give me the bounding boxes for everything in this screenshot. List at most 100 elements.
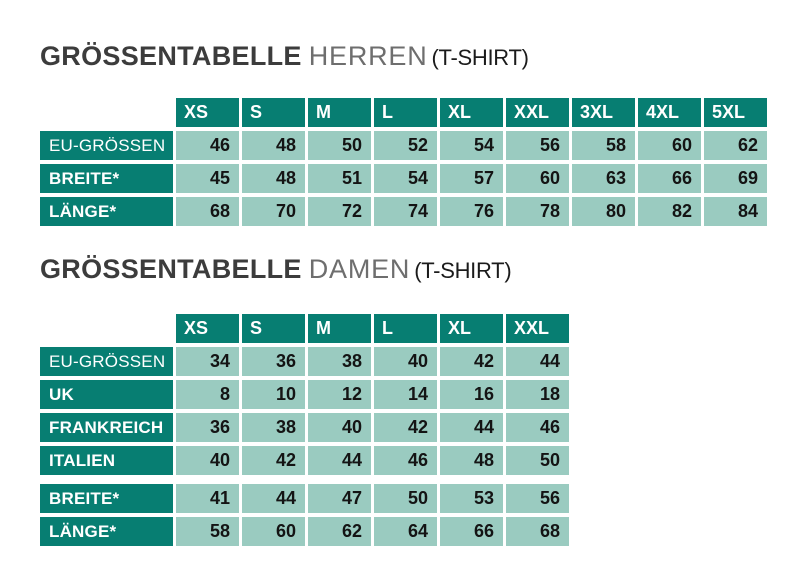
- size-header-row: XS S M L XL XXL 3XL 4XL 5XL: [40, 98, 767, 127]
- value-cell: 44: [506, 347, 569, 376]
- value-cell: 16: [440, 380, 503, 409]
- value-cell: 72: [308, 197, 371, 226]
- column-header-cell: XXL: [506, 314, 569, 343]
- value-cell: 38: [308, 347, 371, 376]
- value-cell: 84: [704, 197, 767, 226]
- value-cell: 76: [440, 197, 503, 226]
- column-header-cell: XS: [176, 314, 239, 343]
- table-row: LÄNGE* 68 70 72 74 76 78 80 82 84: [40, 197, 767, 226]
- herren-title: GRÖSSENTABELLE HERREN (T-SHIRT): [40, 41, 529, 72]
- value-cell: 14: [374, 380, 437, 409]
- table-row: ITALIEN 40 42 44 46 48 50: [40, 446, 569, 475]
- value-cell: 48: [242, 164, 305, 193]
- value-cell: 40: [176, 446, 239, 475]
- value-cell: 41: [176, 484, 239, 513]
- value-cell: 64: [374, 517, 437, 546]
- title-product-text: (T-SHIRT): [414, 258, 512, 283]
- column-header-cell: 3XL: [572, 98, 635, 127]
- herren-size-table: XS S M L XL XXL 3XL 4XL 5XL EU-GRÖSSEN 46 48 50 52 54 5…: [40, 98, 767, 226]
- title-main-text: GRÖSSENTABELLE: [40, 41, 302, 71]
- value-cell: 57: [440, 164, 503, 193]
- value-cell: 38: [242, 413, 305, 442]
- title-main-text: GRÖSSENTABELLE: [40, 254, 302, 284]
- column-header-cell: 5XL: [704, 98, 767, 127]
- column-header-cell: XL: [440, 98, 503, 127]
- value-cell: 44: [308, 446, 371, 475]
- title-audience-text: DAMEN: [308, 254, 411, 284]
- value-cell: 66: [440, 517, 503, 546]
- value-cell: 58: [176, 517, 239, 546]
- table-row: UK 8 10 12 14 16 18: [40, 380, 569, 409]
- value-cell: 36: [242, 347, 305, 376]
- value-cell: 80: [572, 197, 635, 226]
- value-cell: 45: [176, 164, 239, 193]
- column-header-cell: XL: [440, 314, 503, 343]
- row-label-cell: EU-GRÖSSEN: [40, 347, 173, 376]
- value-cell: 62: [704, 131, 767, 160]
- value-cell: 50: [374, 484, 437, 513]
- value-cell: 68: [176, 197, 239, 226]
- value-cell: 36: [176, 413, 239, 442]
- column-header-cell: L: [374, 98, 437, 127]
- value-cell: 52: [374, 131, 437, 160]
- row-label-cell: ITALIEN: [40, 446, 173, 475]
- value-cell: 34: [176, 347, 239, 376]
- value-cell: 54: [440, 131, 503, 160]
- value-cell: 70: [242, 197, 305, 226]
- size-header-row: XS S M L XL XXL: [40, 314, 569, 343]
- row-label-cell: BREITE*: [40, 164, 173, 193]
- row-label-cell: BREITE*: [40, 484, 173, 513]
- value-cell: 56: [506, 484, 569, 513]
- table-row: BREITE* 41 44 47 50 53 56: [40, 484, 569, 513]
- value-cell: 63: [572, 164, 635, 193]
- column-header-cell: L: [374, 314, 437, 343]
- value-cell: 12: [308, 380, 371, 409]
- value-cell: 51: [308, 164, 371, 193]
- value-cell: 60: [242, 517, 305, 546]
- value-cell: 40: [374, 347, 437, 376]
- row-label-cell: EU-GRÖSSEN: [40, 131, 173, 160]
- title-product-text: (T-SHIRT): [431, 45, 529, 70]
- value-cell: 53: [440, 484, 503, 513]
- value-cell: 46: [506, 413, 569, 442]
- damen-title: GRÖSSENTABELLE DAMEN (T-SHIRT): [40, 254, 512, 285]
- value-cell: 47: [308, 484, 371, 513]
- value-cell: 44: [242, 484, 305, 513]
- table-row: EU-GRÖSSEN 46 48 50 52 54 56 58 60 62: [40, 131, 767, 160]
- table-row: BREITE* 45 48 51 54 57 60 63 66 69: [40, 164, 767, 193]
- value-cell: 18: [506, 380, 569, 409]
- value-cell: 68: [506, 517, 569, 546]
- value-cell: 54: [374, 164, 437, 193]
- table-row: FRANKREICH 36 38 40 42 44 46: [40, 413, 569, 442]
- row-label-cell: UK: [40, 380, 173, 409]
- column-header-cell: M: [308, 314, 371, 343]
- value-cell: 56: [506, 131, 569, 160]
- title-audience-text: HERREN: [308, 41, 428, 71]
- value-cell: 46: [374, 446, 437, 475]
- value-cell: 44: [440, 413, 503, 442]
- table-row: EU-GRÖSSEN 34 36 38 40 42 44: [40, 347, 569, 376]
- value-cell: 62: [308, 517, 371, 546]
- value-cell: 42: [242, 446, 305, 475]
- value-cell: 74: [374, 197, 437, 226]
- value-cell: 42: [440, 347, 503, 376]
- value-cell: 46: [176, 131, 239, 160]
- row-label-cell: FRANKREICH: [40, 413, 173, 442]
- value-cell: 40: [308, 413, 371, 442]
- column-header-cell: XXL: [506, 98, 569, 127]
- table-row: LÄNGE* 58 60 62 64 66 68: [40, 517, 569, 546]
- value-cell: 48: [440, 446, 503, 475]
- value-cell: 58: [572, 131, 635, 160]
- corner-cell: [40, 314, 173, 343]
- corner-cell: [40, 98, 173, 127]
- value-cell: 60: [506, 164, 569, 193]
- value-cell: 50: [308, 131, 371, 160]
- value-cell: 8: [176, 380, 239, 409]
- value-cell: 10: [242, 380, 305, 409]
- value-cell: 82: [638, 197, 701, 226]
- value-cell: 69: [704, 164, 767, 193]
- value-cell: 66: [638, 164, 701, 193]
- value-cell: 48: [242, 131, 305, 160]
- value-cell: 42: [374, 413, 437, 442]
